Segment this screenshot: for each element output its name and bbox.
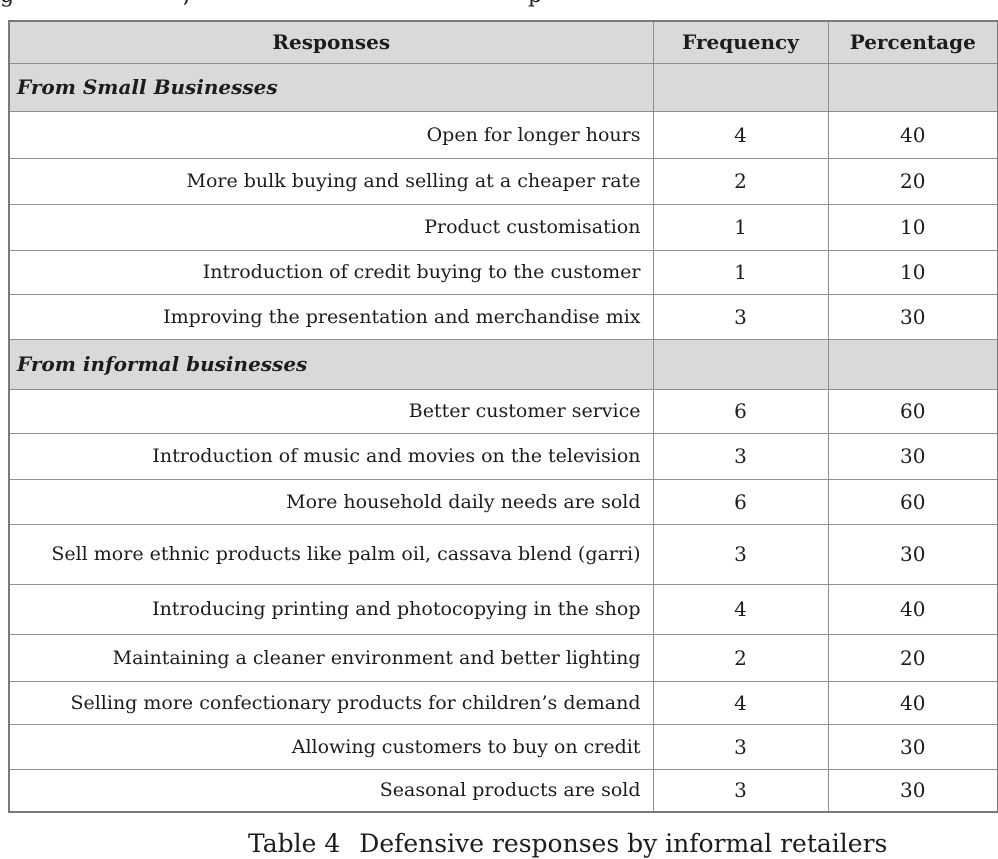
table-row: More bulk buying and selling at a cheape… [8,157,998,205]
percentage-cell: 40 [827,110,998,159]
percentage-cell: 10 [827,249,998,295]
table-row: Sell more ethnic products like palm oil,… [8,523,998,585]
percentage-cell: 30 [827,293,998,340]
table-row: Product customisation 1 10 [8,203,998,251]
frequency-cell: 1 [652,203,829,251]
table-row: Introducing printing and photocopying in… [8,583,998,635]
text-fragment-0: g [0,0,14,7]
response-cell: Sell more ethnic products like palm oil,… [8,523,654,585]
column-header-responses: Responses [8,20,654,64]
table-row: Allowing customers to buy on credit 3 30 [8,723,998,770]
table-caption-text: Defensive responses by informal retailer… [359,829,888,858]
response-cell: Introduction of music and movies on the … [8,432,654,480]
response-cell: Improving the presentation and merchandi… [8,293,654,340]
response-cell: Open for longer hours [8,110,654,159]
response-cell: Selling more confectionary products for … [8,680,654,725]
percentage-cell: 30 [827,768,998,813]
table-header-row: Responses Frequency Percentage [8,20,998,64]
section-header-empty-cell [827,62,998,112]
response-cell: Allowing customers to buy on credit [8,723,654,770]
section-header-row: From Small Businesses [8,62,998,112]
table-row: Selling more confectionary products for … [8,680,998,725]
section-header-empty-cell [652,338,829,390]
section-header-row: From informal businesses [8,338,998,390]
frequency-cell: 3 [652,293,829,340]
table-row: Open for longer hours 4 40 [8,110,998,159]
response-cell: Introducing printing and photocopying in… [8,583,654,635]
frequency-cell: 6 [652,388,829,434]
section-header-label: From Small Businesses [8,62,654,112]
response-cell: Seasonal products are sold [8,768,654,813]
table-row: Improving the presentation and merchandi… [8,293,998,340]
table-caption-number: Table 4 [248,829,341,858]
frequency-cell: 2 [652,157,829,205]
frequency-cell: 1 [652,249,829,295]
percentage-cell: 60 [827,478,998,525]
percentage-cell: 40 [827,680,998,725]
frequency-cell: 3 [652,523,829,585]
response-cell: More bulk buying and selling at a cheape… [8,157,654,205]
table-row: Better customer service 6 60 [8,388,998,434]
percentage-cell: 20 [827,633,998,682]
percentage-cell: 40 [827,583,998,635]
table-row: Maintaining a cleaner environment and be… [8,633,998,682]
percentage-cell: 60 [827,388,998,434]
response-cell: Better customer service [8,388,654,434]
frequency-cell: 4 [652,680,829,725]
response-cell: More household daily needs are sold [8,478,654,525]
section-header-empty-cell [652,62,829,112]
column-header-percentage: Percentage [827,20,998,64]
frequency-cell: 4 [652,583,829,635]
table-row: Introduction of music and movies on the … [8,432,998,480]
percentage-cell: 20 [827,157,998,205]
text-fragment-2: p [528,0,542,7]
percentage-cell: 30 [827,523,998,585]
response-cell: Introduction of credit buying to the cus… [8,249,654,295]
responses-table: Responses Frequency Percentage From Smal… [8,20,998,813]
section-header-empty-cell [827,338,998,390]
table-row: Seasonal products are sold 3 30 [8,768,998,813]
response-cell: Maintaining a cleaner environment and be… [8,633,654,682]
percentage-cell: 10 [827,203,998,251]
response-cell: Product customisation [8,203,654,251]
frequency-cell: 3 [652,432,829,480]
table-row: More household daily needs are sold 6 60 [8,478,998,525]
frequency-cell: 3 [652,768,829,813]
frequency-cell: 4 [652,110,829,159]
percentage-cell: 30 [827,723,998,770]
frequency-cell: 3 [652,723,829,770]
frequency-cell: 6 [652,478,829,525]
section-header-label: From informal businesses [8,338,654,390]
column-header-frequency: Frequency [652,20,829,64]
clipped-text-line-above-table: g, p [0,0,998,19]
percentage-cell: 30 [827,432,998,480]
table-caption: Table 4 Defensive responses by informal r… [248,829,887,859]
text-fragment-1: , [183,0,190,7]
table-row: Introduction of credit buying to the cus… [8,249,998,295]
frequency-cell: 2 [652,633,829,682]
